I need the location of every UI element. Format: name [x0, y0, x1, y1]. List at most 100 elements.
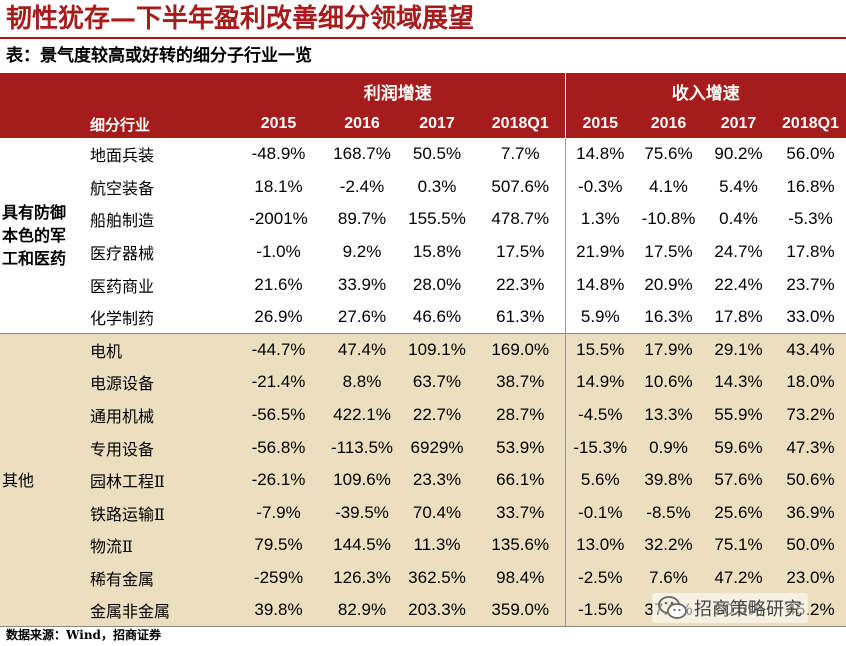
profit-growth-cell: 17.5% — [476, 235, 565, 269]
profit-growth-cell: 422.1% — [326, 398, 398, 432]
revenue-growth-cell: 7.6% — [635, 561, 702, 595]
revenue-growth-cell: 50.6% — [775, 463, 846, 497]
revenue-growth-cell: -0.1% — [564, 496, 635, 530]
group-label-line: 其他 — [2, 470, 35, 490]
revenue-year-header: 2016 — [635, 110, 702, 138]
profit-growth-cell: -259% — [231, 561, 326, 595]
profit-growth-cell: 109.6% — [326, 463, 398, 497]
sector-name: 铁路运输Ⅱ — [0, 496, 231, 530]
table-row: 化学制药 26.9% 27.6% 46.6% 61.3% 5.9% 16.3% 17.8% 33… — [0, 300, 846, 334]
revenue-growth-cell: 1.3% — [564, 203, 635, 236]
revenue-growth-cell: 14.8% — [564, 268, 635, 301]
revenue-growth-cell: 17.8% — [775, 235, 846, 269]
column-label-sector: 细分行业 — [0, 110, 231, 138]
profit-growth-cell: 33.9% — [326, 268, 398, 301]
profit-growth-cell: 362.5% — [398, 561, 476, 595]
revenue-growth-cell: -4.5% — [564, 398, 635, 432]
profit-growth-cell: 21.6% — [231, 268, 326, 301]
sector-name: 化学制药 — [0, 300, 231, 334]
sector-name: 通用机械 — [0, 398, 231, 432]
revenue-growth-cell: 0.9% — [635, 431, 702, 464]
profit-growth-cell: 22.3% — [476, 268, 565, 301]
revenue-growth-cell: -1.5% — [564, 594, 635, 628]
revenue-growth-cell: 23.0% — [775, 561, 846, 595]
revenue-growth-cell: 75.1% — [702, 529, 775, 562]
revenue-growth-cell: 47.2% — [702, 561, 775, 595]
revenue-growth-cell: 16.3% — [635, 300, 702, 334]
revenue-growth-cell: 10.6% — [635, 366, 702, 399]
table-row: 稀有金属 -259% 126.3% 362.5% 98.4% -2.5% 7.6% 47.2%… — [0, 561, 846, 595]
revenue-growth-cell: 21.9% — [564, 235, 635, 269]
profit-year-header: 2018Q1 — [476, 110, 565, 138]
profit-growth-cell: 28.0% — [398, 268, 476, 301]
revenue-growth-cell: 36.9% — [775, 496, 846, 530]
revenue-growth-cell: 15.5% — [564, 333, 635, 367]
profit-growth-cell: 168.7% — [326, 138, 398, 171]
profit-growth-cell: 33.7% — [476, 496, 565, 530]
sector-name: 电机 — [0, 333, 231, 367]
group-label-line: 本色的军 — [2, 226, 67, 246]
profit-growth-cell: -56.8% — [231, 431, 326, 464]
watermark-text: 招商策略研究 — [694, 599, 802, 620]
revenue-year-header: 2018Q1 — [775, 110, 846, 138]
group-label-line: 具有防御 — [2, 203, 67, 223]
profit-growth-cell: 61.3% — [476, 300, 565, 334]
profit-growth-cell: -113.5% — [326, 431, 398, 464]
profit-growth-cell: 15.8% — [398, 235, 476, 269]
revenue-growth-cell: 59.6% — [702, 431, 775, 464]
sector-name: 船舶制造 — [0, 203, 231, 236]
sector-name: 专用设备 — [0, 431, 231, 464]
table-row: 园林工程Ⅱ -26.1% 109.6% 23.3% 66.1% 5.6% 39.8% 57.6… — [0, 463, 846, 497]
sector-name: 物流Ⅱ — [0, 529, 231, 562]
sector-name: 金属非金属 — [0, 594, 231, 628]
table-row: 电机 -44.7% 47.4% 109.1% 169.0% 15.5% 17.9% 29.1%… — [0, 333, 846, 367]
revenue-growth-cell: -2.5% — [564, 561, 635, 595]
revenue-growth-cell: 47.3% — [775, 431, 846, 464]
profit-growth-cell: 89.7% — [326, 203, 398, 236]
group-label: 具有防御本色的军工和医药 — [0, 138, 86, 334]
revenue-growth-cell: 73.2% — [775, 398, 846, 432]
revenue-growth-cell: 22.4% — [702, 268, 775, 301]
profit-growth-cell: -26.1% — [231, 463, 326, 497]
sector-growth-table: 利润增速 收入增速 细分行业 2015 2016 2017 2018Q1 2015 201… — [0, 73, 846, 628]
sector-name: 医疗器械 — [0, 235, 231, 269]
profit-growth-cell: 22.7% — [398, 398, 476, 432]
profit-growth-cell: 18.1% — [231, 170, 326, 204]
revenue-growth-cell: 57.6% — [702, 463, 775, 497]
profit-growth-cell: 135.6% — [476, 529, 565, 562]
header-blank — [0, 73, 231, 110]
revenue-growth-cell: 23.7% — [775, 268, 846, 301]
profit-growth-cell: 155.5% — [398, 203, 476, 236]
revenue-growth-cell: 18.0% — [775, 366, 846, 399]
revenue-growth-cell: 13.3% — [635, 398, 702, 432]
revenue-year-header: 2015 — [564, 110, 635, 138]
table-row: 航空装备 18.1% -2.4% 0.3% 507.6% -0.3% 4.1% 5.4% 16.… — [0, 170, 846, 204]
profit-growth-cell: -2.4% — [326, 170, 398, 204]
profit-growth-cell: -1.0% — [231, 235, 326, 269]
watermark: 招商策略研究 — [652, 593, 808, 623]
revenue-year-header: 2017 — [702, 110, 775, 138]
profit-year-header: 2016 — [326, 110, 398, 138]
profit-growth-cell: 28.7% — [476, 398, 565, 432]
revenue-growth-cell: 24.7% — [702, 235, 775, 269]
profit-growth-cell: 6929% — [398, 431, 476, 464]
revenue-growth-cell: 5.6% — [564, 463, 635, 497]
sector-name: 地面兵装 — [0, 138, 231, 171]
profit-growth-cell: 26.9% — [231, 300, 326, 334]
revenue-growth-cell: 43.4% — [775, 333, 846, 367]
profit-growth-cell: 9.2% — [326, 235, 398, 269]
sector-name: 稀有金属 — [0, 561, 231, 595]
table-row: 医药商业 21.6% 33.9% 28.0% 22.3% 14.8% 20.9% 22.4% 2… — [0, 268, 846, 301]
profit-growth-cell: 79.5% — [231, 529, 326, 562]
revenue-growth-cell: 0.4% — [702, 203, 775, 236]
profit-growth-cell: -39.5% — [326, 496, 398, 530]
revenue-growth-cell: -8.5% — [635, 496, 702, 530]
revenue-growth-cell: 75.6% — [635, 138, 702, 171]
group-label-line: 工和医药 — [2, 249, 67, 269]
revenue-growth-cell: 25.6% — [702, 496, 775, 530]
profit-growth-cell: 98.4% — [476, 561, 565, 595]
revenue-growth-cell: 14.3% — [702, 366, 775, 399]
sector-name: 航空装备 — [0, 170, 231, 204]
profit-growth-cell: 82.9% — [326, 594, 398, 628]
revenue-growth-cell: 16.8% — [775, 170, 846, 204]
